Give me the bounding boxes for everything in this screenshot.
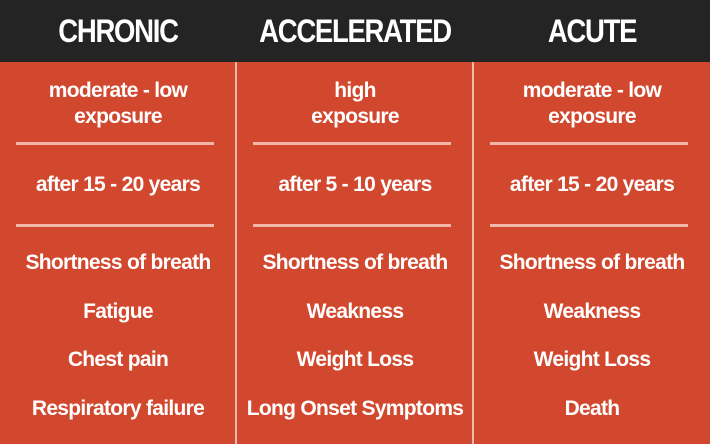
exposure-level: high	[334, 79, 376, 102]
symptom-item: Shortness of breath	[25, 251, 211, 274]
divider-line	[490, 224, 688, 227]
exposure-text: high exposure	[237, 78, 473, 130]
symptom-item: Weight Loss	[533, 348, 651, 371]
column-header-acute: ACUTE	[547, 13, 638, 49]
symptom-item: Weakness	[306, 300, 404, 323]
symptom-item: Fatigue	[83, 300, 153, 323]
divider-line	[16, 142, 214, 145]
symptom-item: Death	[564, 397, 621, 420]
onset-text: after 15 - 20 years	[35, 173, 201, 196]
column-separator	[472, 62, 474, 444]
symptom-item: Long Onset Symptoms	[246, 397, 464, 420]
exposure-level: moderate - low	[522, 79, 662, 102]
column-separator	[235, 62, 237, 444]
column-accelerated: high exposure after 5 - 10 years Shortne…	[237, 62, 473, 444]
onset-text: after 15 - 20 years	[509, 173, 675, 196]
symptom-item: Weakness	[543, 300, 641, 323]
exposure-label: exposure	[548, 105, 636, 128]
exposure-text: moderate - low exposure	[474, 78, 710, 130]
column-acute: moderate - low exposure after 15 - 20 ye…	[474, 62, 710, 444]
column-chronic: moderate - low exposure after 15 - 20 ye…	[0, 62, 236, 444]
column-header-accelerated: ACCELERATED	[259, 13, 452, 49]
symptom-item: Shortness of breath	[499, 251, 685, 274]
symptom-item: Chest pain	[67, 348, 169, 371]
header-bar	[0, 0, 710, 62]
onset-text: after 5 - 10 years	[278, 173, 432, 196]
divider-line	[490, 142, 688, 145]
exposure-level: moderate - low	[48, 79, 188, 102]
column-header-chronic: CHRONIC	[58, 13, 179, 49]
exposure-text: moderate - low exposure	[0, 78, 236, 130]
exposure-label: exposure	[311, 105, 399, 128]
symptom-item: Weight Loss	[296, 348, 414, 371]
divider-line	[253, 224, 451, 227]
divider-line	[16, 224, 214, 227]
symptom-item: Shortness of breath	[262, 251, 448, 274]
divider-line	[253, 142, 451, 145]
exposure-label: exposure	[74, 105, 162, 128]
symptom-item: Respiratory failure	[31, 397, 205, 420]
